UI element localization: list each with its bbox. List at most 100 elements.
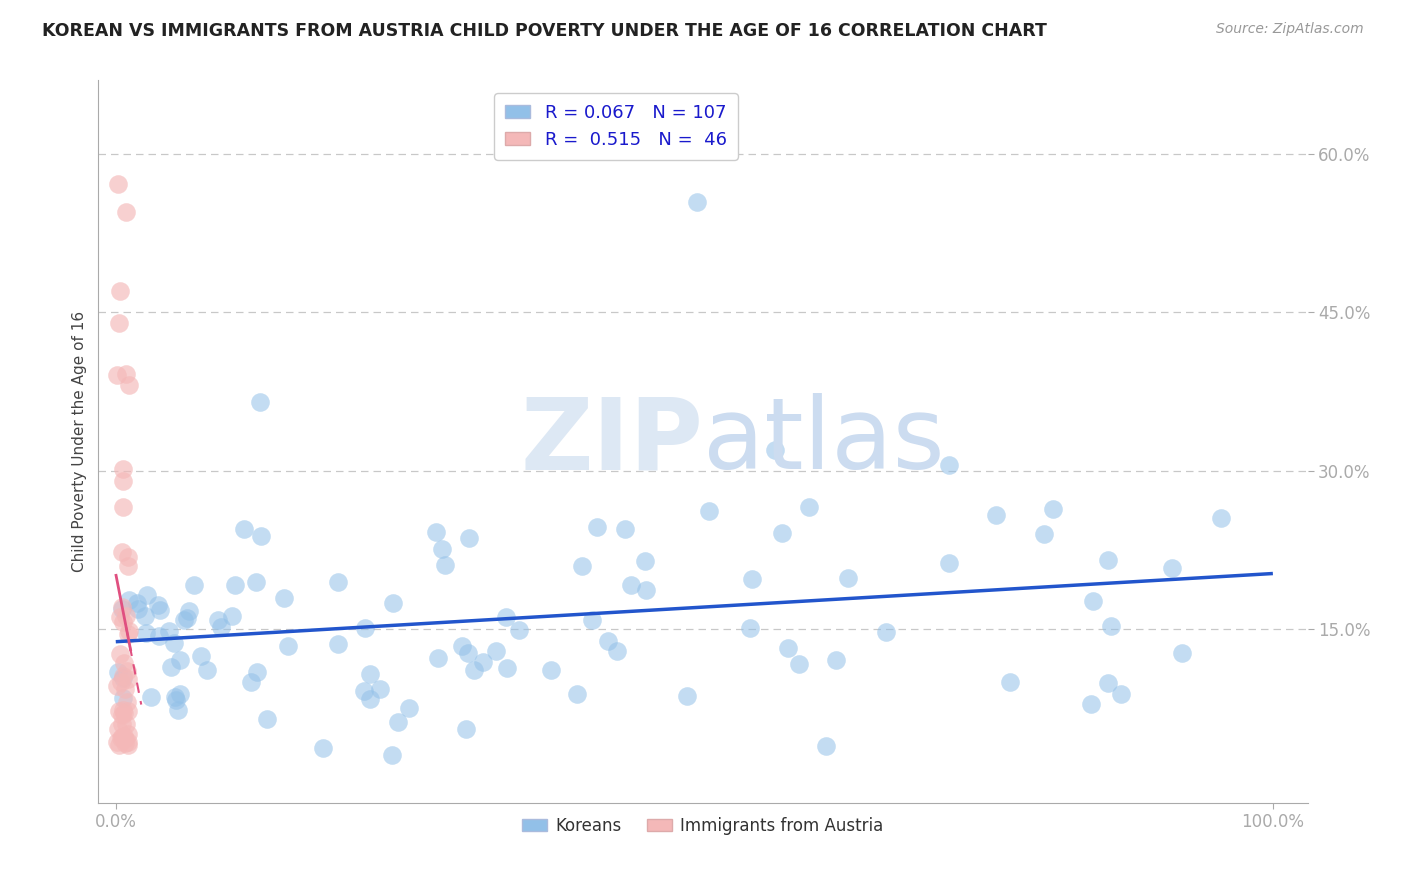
Koreans [434, 558, 457, 572]
Koreans [125, 596, 148, 610]
Immigrants from Austria [111, 500, 134, 514]
Koreans [463, 663, 485, 677]
Immigrants from Austria [112, 656, 135, 670]
Text: Source: ZipAtlas.com: Source: ZipAtlas.com [1216, 22, 1364, 37]
Koreans [567, 687, 589, 701]
Koreans [938, 556, 960, 570]
Immigrants from Austria [111, 669, 134, 683]
Koreans [763, 443, 786, 458]
Koreans [246, 665, 269, 680]
Koreans [176, 611, 198, 625]
Koreans [496, 661, 519, 675]
Koreans [998, 674, 1021, 689]
Immigrants from Austria [115, 367, 138, 381]
Immigrants from Austria [108, 738, 131, 752]
Koreans [571, 558, 593, 573]
Immigrants from Austria [115, 716, 138, 731]
Koreans [697, 504, 720, 518]
Koreans [614, 522, 637, 536]
Immigrants from Austria [117, 549, 139, 564]
Immigrants from Austria [115, 609, 138, 624]
Koreans [634, 554, 657, 568]
Koreans [986, 508, 1008, 523]
Immigrants from Austria [108, 609, 131, 624]
Koreans [676, 689, 699, 703]
Koreans [787, 657, 810, 671]
Koreans [169, 653, 191, 667]
Koreans [1080, 697, 1102, 711]
Koreans [1032, 527, 1054, 541]
Immigrants from Austria [117, 627, 139, 641]
Koreans [173, 613, 195, 627]
Koreans [163, 636, 186, 650]
Immigrants from Austria [112, 729, 135, 743]
Koreans [814, 739, 837, 754]
Immigrants from Austria [114, 736, 136, 750]
Koreans [273, 591, 295, 605]
Koreans [256, 712, 278, 726]
Koreans [495, 609, 517, 624]
Immigrants from Austria [110, 674, 132, 689]
Immigrants from Austria [108, 704, 131, 718]
Koreans [163, 690, 186, 704]
Koreans [139, 690, 162, 704]
Koreans [1209, 511, 1232, 525]
Immigrants from Austria [111, 599, 134, 614]
Koreans [136, 588, 159, 602]
Immigrants from Austria [117, 738, 139, 752]
Koreans [240, 675, 263, 690]
Koreans [359, 666, 381, 681]
Koreans [169, 687, 191, 701]
Koreans [160, 660, 183, 674]
Koreans [1097, 553, 1119, 567]
Immigrants from Austria [117, 704, 139, 718]
Koreans [837, 570, 859, 584]
Immigrants from Austria [107, 722, 129, 736]
Koreans [326, 574, 349, 589]
Legend: Koreans, Immigrants from Austria: Koreans, Immigrants from Austria [516, 810, 890, 841]
Koreans [454, 722, 477, 736]
Koreans [875, 624, 897, 639]
Koreans [224, 578, 246, 592]
Koreans [740, 621, 762, 635]
Koreans [799, 500, 821, 514]
Koreans [381, 748, 404, 763]
Immigrants from Austria [117, 727, 139, 741]
Immigrants from Austria [105, 368, 128, 382]
Koreans [353, 684, 375, 698]
Koreans [458, 531, 481, 545]
Koreans [107, 665, 129, 680]
Koreans [221, 609, 243, 624]
Koreans [157, 624, 180, 639]
Koreans [1042, 502, 1064, 516]
Koreans [598, 634, 620, 648]
Koreans [741, 572, 763, 586]
Koreans [312, 741, 335, 756]
Koreans [485, 644, 508, 658]
Koreans [938, 458, 960, 473]
Immigrants from Austria [112, 703, 135, 717]
Koreans [249, 528, 271, 542]
Koreans [209, 620, 232, 634]
Koreans [359, 692, 381, 706]
Koreans [540, 663, 562, 677]
Koreans [127, 601, 149, 615]
Koreans [620, 578, 643, 592]
Immigrants from Austria [110, 731, 132, 746]
Koreans [382, 596, 405, 610]
Immigrants from Austria [107, 177, 129, 191]
Koreans [207, 613, 229, 627]
Immigrants from Austria [112, 706, 135, 720]
Koreans [111, 601, 134, 615]
Koreans [146, 598, 169, 612]
Koreans [1109, 687, 1132, 701]
Koreans [118, 593, 141, 607]
Koreans [450, 639, 472, 653]
Koreans [1170, 646, 1192, 660]
Koreans [167, 703, 190, 717]
Immigrants from Austria [117, 672, 139, 686]
Immigrants from Austria [111, 545, 134, 559]
Koreans [634, 583, 657, 598]
Koreans [353, 622, 375, 636]
Koreans [233, 523, 256, 537]
